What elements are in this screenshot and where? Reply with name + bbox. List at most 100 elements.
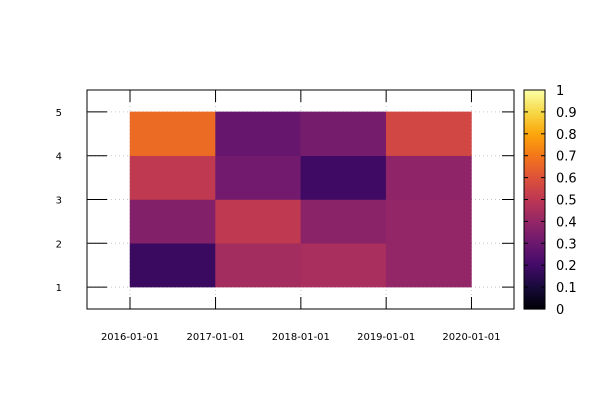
y-tick-label: 5 bbox=[56, 108, 62, 119]
colorbar-segment bbox=[524, 190, 545, 194]
colorbar-segment bbox=[524, 94, 545, 98]
colorbar-segment bbox=[524, 280, 545, 284]
colorbar-segment bbox=[524, 162, 545, 166]
colorbar-tick-label: 0.7 bbox=[556, 150, 577, 165]
colorbar-segment bbox=[524, 168, 545, 172]
colorbar-tick-label: 0.5 bbox=[556, 194, 577, 209]
colorbar-segment bbox=[524, 105, 545, 109]
x-tick-label: 2017-01-01 bbox=[186, 332, 244, 343]
colorbar-segment bbox=[524, 245, 545, 249]
colorbar-segment bbox=[524, 232, 545, 236]
x-tick-label: 2018-01-01 bbox=[272, 332, 330, 343]
heatmap-cell bbox=[300, 155, 387, 200]
colorbar-segment bbox=[524, 140, 545, 144]
x-tick-label: 2016-01-01 bbox=[101, 332, 159, 343]
colorbar-segment bbox=[524, 151, 545, 155]
heatmap-cell bbox=[385, 155, 472, 200]
colorbar-segment bbox=[524, 225, 545, 229]
heatmap-cell bbox=[300, 243, 387, 288]
colorbar-segment bbox=[524, 122, 545, 126]
colorbar-segment bbox=[524, 298, 545, 301]
colorbar-segment bbox=[524, 302, 545, 306]
heatmap-cell bbox=[215, 155, 302, 200]
colorbar-segment bbox=[524, 199, 545, 203]
colorbar-segment bbox=[524, 260, 545, 264]
colorbar-segment bbox=[524, 238, 545, 242]
colorbar-segment bbox=[524, 252, 545, 255]
colorbar-segment bbox=[524, 177, 545, 181]
colorbar-segment bbox=[524, 171, 545, 174]
colorbar-segment bbox=[524, 214, 545, 218]
colorbar-segment bbox=[524, 100, 545, 104]
colorbar-segment bbox=[524, 201, 545, 205]
colorbar-segment bbox=[524, 289, 545, 293]
colorbar-segment bbox=[524, 291, 545, 295]
colorbar-segment bbox=[524, 116, 545, 120]
colorbar-segment bbox=[524, 300, 545, 304]
colorbar-segment bbox=[524, 138, 545, 141]
colorbar-segment bbox=[524, 221, 545, 225]
colorbar-segment bbox=[524, 98, 545, 102]
colorbar-tick-label: 0.4 bbox=[556, 215, 577, 230]
colorbar-segment bbox=[524, 254, 545, 258]
colorbar-segment bbox=[524, 293, 545, 297]
colorbar-segment bbox=[524, 306, 545, 310]
colorbar-tick-label: 0 bbox=[556, 303, 564, 318]
colorbar-segment bbox=[524, 90, 545, 93]
colorbar-segment bbox=[524, 258, 545, 262]
colorbar-segment bbox=[524, 219, 545, 222]
colorbar-segment bbox=[524, 135, 545, 139]
colorbar-segment bbox=[524, 206, 545, 209]
colorbar-tick-label: 0.2 bbox=[556, 259, 577, 274]
colorbar-segment bbox=[524, 120, 545, 124]
colorbar-segment bbox=[524, 243, 545, 247]
colorbar-segment bbox=[524, 276, 545, 279]
colorbar-segment bbox=[524, 103, 545, 106]
heatmap-cell bbox=[300, 199, 387, 244]
colorbar-segment bbox=[524, 164, 545, 168]
colorbar-segment bbox=[524, 166, 545, 170]
colorbar-segment bbox=[524, 146, 545, 150]
colorbar-segment bbox=[524, 144, 545, 148]
colorbar-segment bbox=[524, 230, 545, 233]
x-tick-label: 2020-01-01 bbox=[442, 332, 500, 343]
colorbar-tick-label: 0.3 bbox=[556, 237, 577, 252]
y-tick-label: 3 bbox=[56, 196, 62, 207]
colorbar-segment bbox=[524, 223, 545, 227]
heatmap-cell bbox=[385, 243, 472, 288]
colorbar-segment bbox=[524, 142, 545, 146]
heatmap-cell bbox=[385, 199, 472, 244]
colorbar-segment bbox=[524, 175, 545, 179]
colorbar-segment bbox=[524, 181, 545, 185]
colorbar-segment bbox=[524, 109, 545, 113]
colorbar-segment bbox=[524, 273, 545, 277]
colorbar-segment bbox=[524, 195, 545, 198]
colorbar-tick-label: 0.9 bbox=[556, 106, 577, 121]
colorbar-segment bbox=[524, 236, 545, 240]
colorbar-segment bbox=[524, 217, 545, 220]
heatmap-cell bbox=[215, 243, 302, 288]
heatmap-cell bbox=[129, 243, 216, 288]
colorbar-segment bbox=[524, 127, 545, 131]
heatmap-cell bbox=[129, 199, 216, 244]
colorbar-segment bbox=[524, 125, 545, 128]
colorbar-segment bbox=[524, 256, 545, 260]
colorbar-segment bbox=[524, 155, 545, 159]
heatmap-cell bbox=[385, 111, 472, 156]
colorbar-segment bbox=[524, 92, 545, 95]
colorbar-segment bbox=[524, 186, 545, 190]
colorbar-segment bbox=[524, 247, 545, 251]
colorbar-segment bbox=[524, 192, 545, 196]
colorbar-segment bbox=[524, 234, 545, 238]
colorbar-segment bbox=[524, 96, 545, 100]
heatmap-cell bbox=[300, 111, 387, 156]
colorbar-segment bbox=[524, 295, 545, 299]
colorbar-segment bbox=[524, 149, 545, 152]
colorbar-segment bbox=[524, 107, 545, 111]
heatmap-cell bbox=[215, 111, 302, 156]
colorbar-segment bbox=[524, 227, 545, 231]
colorbar-segment bbox=[524, 118, 545, 122]
colorbar-segment bbox=[524, 241, 545, 244]
colorbar-segment bbox=[524, 210, 545, 214]
